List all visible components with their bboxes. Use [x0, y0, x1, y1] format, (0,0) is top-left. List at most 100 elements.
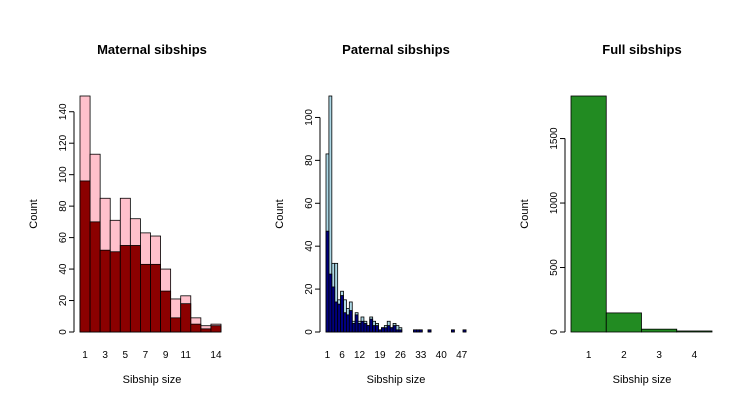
chart-title: Full sibships — [602, 42, 681, 57]
y-tick-label: 100 — [304, 109, 315, 126]
x-tick-label: 26 — [395, 350, 407, 361]
x-tick-label: 4 — [692, 350, 698, 361]
bar-s2-25 — [395, 329, 400, 333]
bar-s2-2 — [89, 221, 101, 333]
y-tick-label: 0 — [304, 329, 315, 335]
bar-s2-12 — [357, 323, 362, 333]
y-tick-label: 80 — [58, 200, 69, 212]
bar-s2-12 — [190, 323, 202, 333]
y-tick-label: 20 — [58, 295, 69, 307]
y-tick-label: 40 — [58, 263, 69, 275]
y-axis-label: Count — [519, 199, 531, 228]
y-axis-label: Count — [274, 199, 286, 228]
bar-s1-4 — [676, 330, 713, 333]
bar-s2-13 — [360, 320, 365, 333]
bar-s2-48 — [462, 329, 467, 333]
bar-s2-6 — [340, 295, 344, 333]
x-tick-label: 1 — [82, 350, 88, 361]
x-tick-label: 2 — [621, 350, 627, 361]
bar-s2-11 — [354, 314, 359, 333]
x-tick-label: 19 — [374, 350, 386, 361]
x-axis-label: Sibship size — [123, 374, 182, 386]
x-tick-label: 9 — [163, 350, 169, 361]
y-tick-label: 80 — [304, 154, 315, 166]
x-tick-label: 7 — [143, 350, 149, 361]
chart-title: Paternal sibships — [342, 42, 450, 57]
x-tick-label: 12 — [354, 350, 366, 361]
bar-s2-36 — [427, 329, 432, 333]
y-tick-label: 0 — [58, 329, 69, 335]
x-tick-label: 5 — [123, 350, 129, 361]
bar-s2-7 — [343, 312, 347, 333]
bar-s2-31 — [413, 329, 417, 333]
x-tick-label: 40 — [436, 350, 448, 361]
x-tick-label: 14 — [210, 350, 222, 361]
bar-s2-33 — [418, 329, 423, 333]
chart-title: Maternal sibships — [97, 42, 207, 57]
bar-s2-15 — [366, 325, 371, 333]
x-tick-label: 1 — [325, 350, 331, 361]
bar-s2-8 — [150, 263, 161, 333]
bar-s2-7 — [140, 263, 151, 333]
bar-s2-6 — [129, 245, 141, 333]
y-tick-label: 0 — [549, 329, 560, 335]
bar-s2-16 — [369, 318, 374, 333]
chart-panel-3: Full sibships 0 500 1000 1500 1 2 3 4 Sibship siz… — [519, 42, 713, 386]
y-tick-label: 120 — [58, 134, 69, 151]
y-axis-label: Count — [28, 199, 40, 228]
bar-s2-8 — [346, 314, 350, 333]
bar-s2-11 — [180, 303, 192, 333]
y-tick-label: 100 — [58, 166, 69, 183]
y-tick-label: 40 — [304, 240, 315, 252]
bar-s2-5 — [337, 303, 341, 333]
bar-s2-17 — [372, 325, 376, 333]
bar-s2-1 — [79, 180, 91, 333]
bar-s2-24 — [392, 325, 397, 333]
bar-s2-1 — [325, 230, 330, 333]
y-tick-label: 1000 — [549, 191, 560, 214]
x-tick-label: 6 — [339, 350, 345, 361]
bar-s1-2 — [605, 312, 642, 333]
bar-s2-3 — [331, 286, 336, 333]
chart-panel-2: Paternal sibships 0 20 40 60 80 100 1 6 12 19 26 33 4… — [274, 42, 468, 386]
bar-s2-44 — [451, 329, 455, 333]
bar-s2-10 — [170, 317, 182, 333]
x-tick-label: 1 — [586, 350, 592, 361]
x-axis-label: Sibship size — [367, 374, 426, 386]
bar-s2-13 — [200, 328, 212, 333]
y-tick-label: 500 — [549, 259, 560, 276]
bar-s2-3 — [99, 249, 111, 333]
bar-s2-32 — [416, 329, 420, 333]
bar-s1-1 — [570, 95, 607, 333]
bar-s2-10 — [351, 323, 356, 333]
bar-s2-18 — [375, 325, 379, 333]
x-axis-label: Sibship size — [613, 374, 672, 386]
x-tick-label: 11 — [181, 350, 192, 361]
bar-s2-22 — [386, 325, 391, 333]
bar-s2-2 — [328, 273, 333, 333]
bar-s2-5 — [119, 245, 131, 333]
bar-s2-9 — [348, 310, 353, 333]
x-tick-label: 3 — [102, 350, 108, 361]
bar-s1-3 — [641, 328, 678, 333]
chart-panel-1: Maternal sibships 0 20 40 60 80 100 120 140 1 3 5 7 9… — [28, 42, 222, 386]
bar-s2-23 — [389, 327, 394, 333]
y-tick-label: 20 — [304, 283, 315, 295]
y-tick-label: 60 — [304, 197, 315, 209]
x-tick-label: 3 — [656, 350, 662, 361]
x-tick-label: 47 — [456, 350, 468, 361]
y-tick-label: 60 — [58, 232, 69, 244]
bar-s2-4 — [109, 251, 121, 333]
y-tick-label: 1500 — [549, 127, 560, 150]
bar-s2-9 — [160, 290, 172, 333]
x-tick-label: 33 — [415, 350, 427, 361]
y-tick-label: 140 — [58, 103, 69, 120]
bar-s2-19 — [378, 329, 382, 333]
bar-s2-4 — [334, 301, 339, 333]
bar-s2-26 — [398, 329, 403, 333]
bar-s2-20 — [381, 327, 385, 333]
bar-s2-14 — [210, 325, 222, 333]
bar-s2-21 — [383, 327, 388, 333]
bar-s2-14 — [363, 323, 368, 333]
